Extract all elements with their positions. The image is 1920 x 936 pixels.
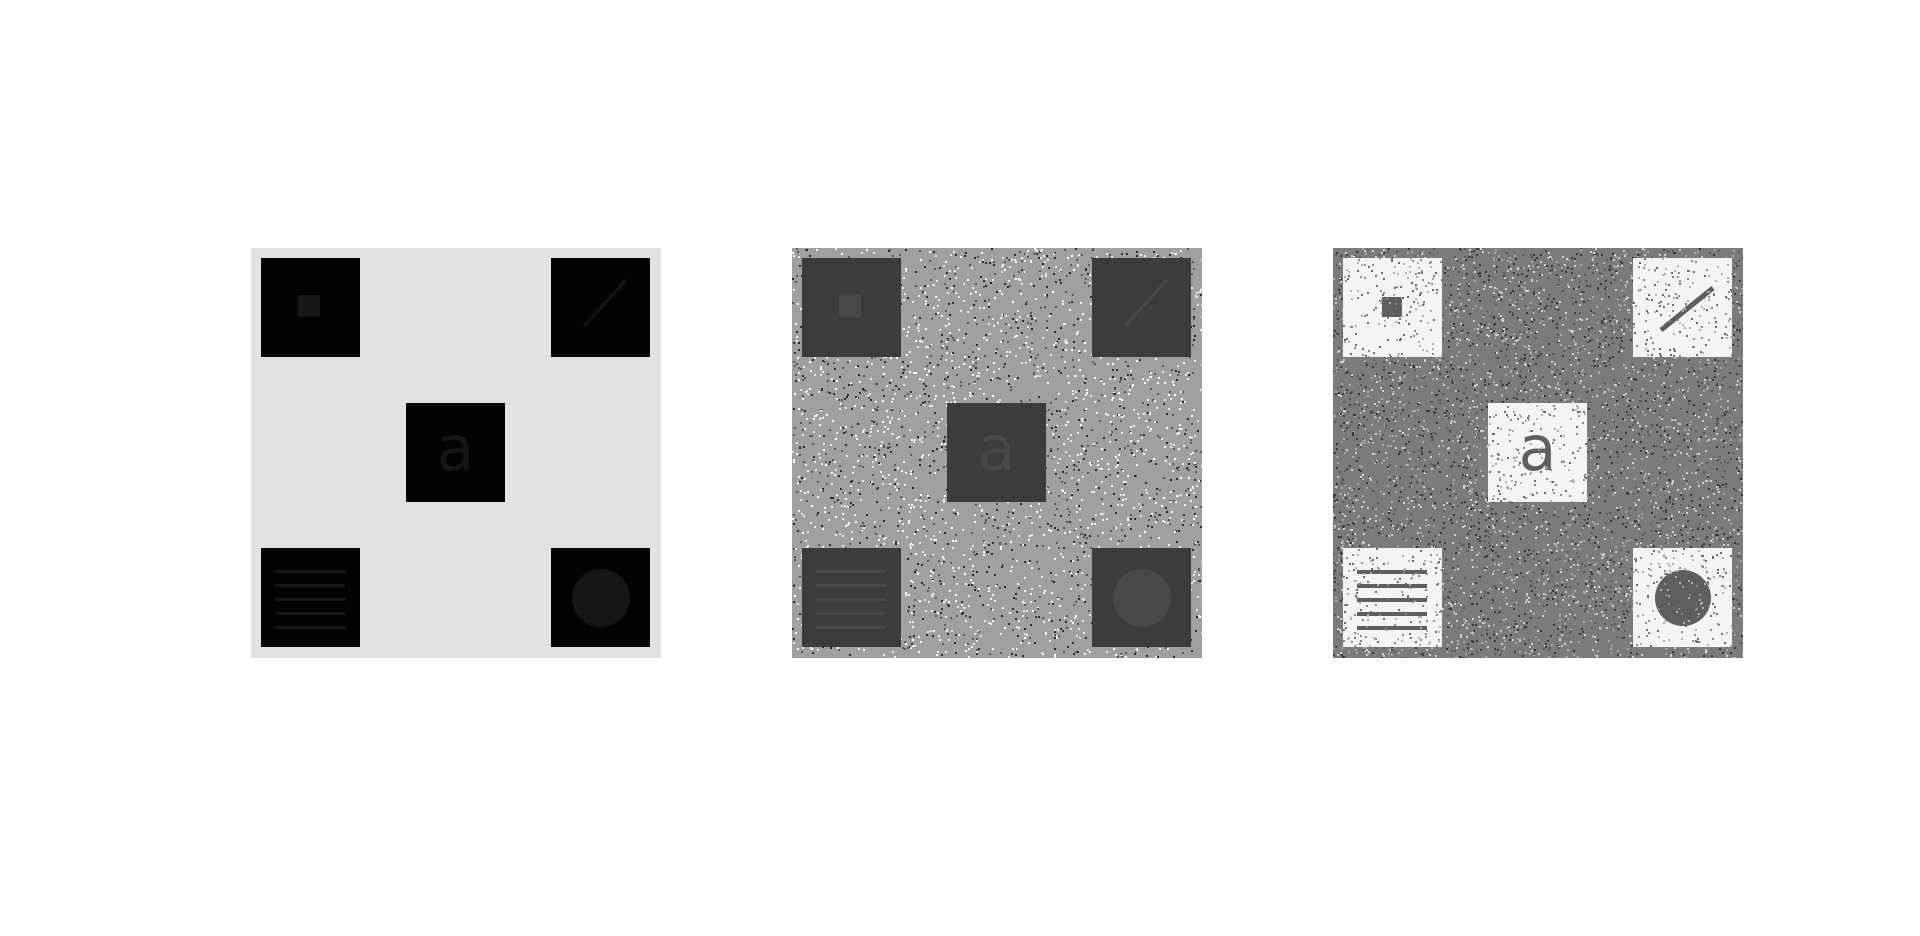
square-bottom-left [261,548,360,647]
square-bottom-right [551,548,650,647]
original-image-panel: a [251,248,661,658]
square-top-left [261,258,360,357]
letter-a-icon: a [1518,412,1557,485]
diagonal-line-icon [1123,278,1169,328]
letter-a-icon: a [436,412,475,485]
circle-icon [1113,569,1171,627]
square-bottom-left [802,548,901,647]
square-top-right [1633,258,1732,357]
inverted-noisy-image-panel: a [1333,248,1743,658]
horizontal-lines-icon [275,570,345,629]
square-bottom-right [1633,548,1732,647]
square-top-right [1092,258,1191,357]
square-center: a [1488,403,1587,502]
letter-a-icon: a [977,412,1016,485]
square-top-right [551,258,650,357]
square-top-left [1343,258,1442,357]
horizontal-lines-icon [1357,570,1427,630]
small-square-icon [1382,297,1402,317]
circle-icon [1655,570,1711,626]
square-top-left [802,258,901,357]
small-square-icon [839,295,861,317]
square-bottom-left [1343,548,1442,647]
circle-icon [572,569,630,627]
square-center: a [947,403,1046,502]
diagonal-line-icon [582,278,628,328]
noisy-image-panel: a [792,248,1202,658]
small-square-icon [298,295,320,317]
diagonal-line-icon [1659,286,1715,332]
horizontal-lines-icon [816,570,886,629]
square-bottom-right [1092,548,1191,647]
square-center: a [406,403,505,502]
